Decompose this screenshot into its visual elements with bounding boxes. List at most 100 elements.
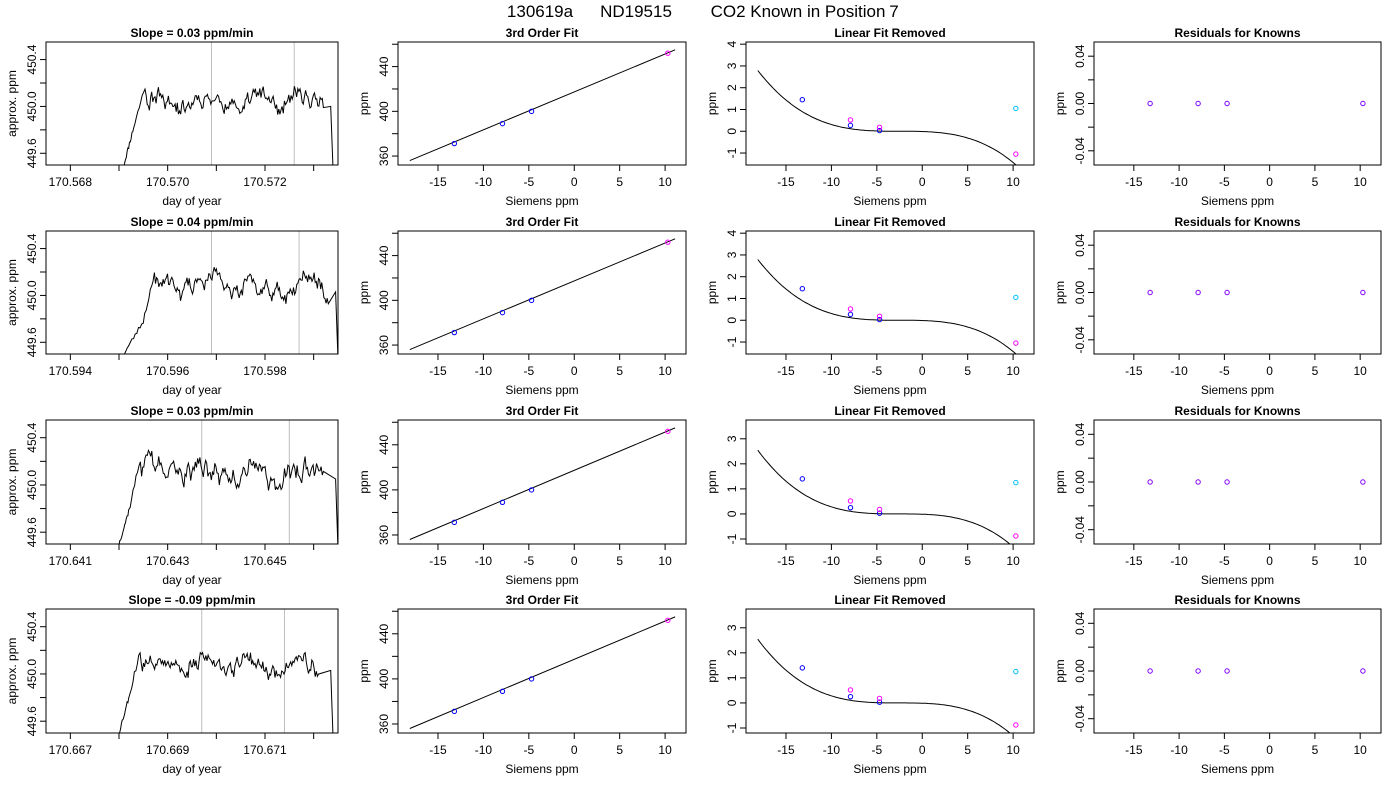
y-axis: 360 400 440: [377, 610, 398, 734]
fit-line: [409, 238, 676, 350]
y-tick-label: 450.4: [25, 44, 39, 74]
plot-frame: [397, 230, 687, 355]
x-axis-label: day of year: [162, 762, 221, 776]
data-point: [876, 127, 883, 134]
x-tick-label: -10: [823, 743, 841, 757]
x-tick-label: 10: [658, 364, 672, 378]
data-point: [1013, 479, 1019, 486]
plot-frame: [1093, 608, 1382, 734]
y-tick-label: 450.0: [25, 280, 39, 310]
x-tick-label: -10: [1170, 364, 1188, 378]
x-axis: -15 -10 -5 0 5 10: [777, 544, 1020, 568]
plot-area: [1147, 100, 1366, 107]
panel-title: Linear Fit Removed: [834, 26, 945, 40]
plot-area: [123, 231, 338, 354]
y-axis-label: approx. ppm: [5, 70, 19, 137]
y-tick-label: -1: [725, 722, 739, 733]
y-axis: -1 0 1 2 3 4: [725, 230, 746, 347]
y-tick-label: 360: [377, 714, 391, 734]
x-tick-label: 0: [571, 743, 578, 757]
y-axis: 449.6 450.0 450.4: [25, 233, 46, 357]
panel-title: Linear Fit Removed: [834, 593, 945, 607]
panel-r1-c2: 3rd Order Fit -15 -10 -5 0 5 10 Siemens ppm 360 4…: [357, 26, 687, 208]
data-point: [1013, 294, 1019, 301]
x-tick-label: -10: [475, 364, 493, 378]
y-tick-label: 0: [725, 317, 739, 324]
data-point: [847, 306, 854, 312]
plot-frame: [745, 419, 1035, 545]
panel-grid: Slope = 0.03 ppm/min 170.568 170.570 170.57…: [5, 26, 1382, 776]
x-tick-label: -15: [429, 364, 447, 378]
data-point: [1195, 289, 1201, 296]
y-tick-label: 0.04: [1073, 233, 1087, 257]
panel-r3-c2: 3rd Order Fit -15 -10 -5 0 5 10 Siemens ppm 360 4…: [357, 404, 687, 587]
plot-frame: [745, 41, 1035, 166]
data-point: [451, 519, 458, 526]
data-point: [1360, 100, 1366, 107]
y-axis-label: ppm: [705, 281, 719, 304]
x-axis-label: Siemens ppm: [1201, 573, 1274, 587]
x-tick-label: -5: [523, 364, 534, 378]
y-axis: -0.04 0.00 0.04: [1073, 422, 1094, 543]
suptitle-run-id: 130619a: [507, 2, 574, 21]
x-axis-label: day of year: [162, 383, 221, 397]
y-tick-label: -1: [725, 336, 739, 347]
y-axis-label: approx. ppm: [5, 449, 19, 516]
x-tick-label: -10: [475, 554, 493, 568]
suptitle-description: CO2 Known in Position: [711, 2, 886, 21]
plot-area: [1147, 668, 1366, 674]
y-tick-label: 360: [377, 146, 391, 166]
y-tick-label: 449.6: [25, 327, 39, 357]
data-point: [665, 239, 671, 245]
y-axis-label: ppm: [1053, 470, 1067, 493]
y-tick-label: 3: [725, 62, 739, 69]
y-tick-label: -1: [725, 533, 739, 544]
data-point: [528, 676, 535, 682]
x-tick-label: 10: [1353, 554, 1367, 568]
data-point: [1360, 479, 1366, 485]
data-point: [876, 695, 883, 702]
x-axis: 170.641 170.643 170.645: [49, 544, 315, 568]
x-axis: -15 -10 -5 0 5 10: [429, 354, 672, 378]
y-tick-label: 3: [725, 251, 739, 258]
panel-title: Residuals for Knowns: [1174, 593, 1300, 607]
x-tick-label: 10: [1006, 175, 1020, 189]
panel-r2-c2: 3rd Order Fit -15 -10 -5 0 5 10 Siemens ppm 360 4…: [357, 215, 687, 397]
x-tick-label: -5: [1219, 364, 1230, 378]
data-point: [1360, 668, 1366, 674]
x-tick-label: 10: [658, 554, 672, 568]
y-tick-label: 1: [725, 295, 739, 302]
data-point: [665, 617, 671, 623]
panel-title: 3rd Order Fit: [506, 26, 579, 40]
panel-title: 3rd Order Fit: [506, 593, 579, 607]
y-tick-label: 360: [377, 335, 391, 355]
plot-frame: [397, 41, 687, 166]
y-tick-label: 3: [725, 624, 739, 631]
x-tick-label: 5: [616, 554, 623, 568]
data-point: [1224, 668, 1230, 674]
plot-area: [757, 259, 1019, 354]
x-tick-label: -15: [429, 175, 447, 189]
analyzer-trace: [118, 651, 334, 733]
plot-area: [118, 609, 334, 733]
data-point: [876, 313, 883, 320]
x-tick-label: 0: [919, 743, 926, 757]
data-point: [876, 316, 883, 323]
data-point: [847, 122, 854, 129]
data-point: [1195, 668, 1201, 674]
data-point: [847, 504, 854, 511]
y-tick-label: 0.00: [1073, 280, 1087, 304]
x-tick-label: 0: [571, 364, 578, 378]
data-point: [528, 108, 535, 115]
data-point: [1224, 100, 1230, 107]
x-axis-label: Siemens ppm: [505, 194, 578, 208]
panel-title: Slope = -0.09 ppm/min: [128, 593, 255, 607]
panel-r3-c4: Residuals for Knowns -15 -10 -5 0 5 10 Siemens …: [1053, 404, 1382, 587]
x-tick-label: 170.594: [49, 364, 93, 378]
data-point: [499, 688, 506, 694]
x-tick-label: 5: [1312, 554, 1319, 568]
